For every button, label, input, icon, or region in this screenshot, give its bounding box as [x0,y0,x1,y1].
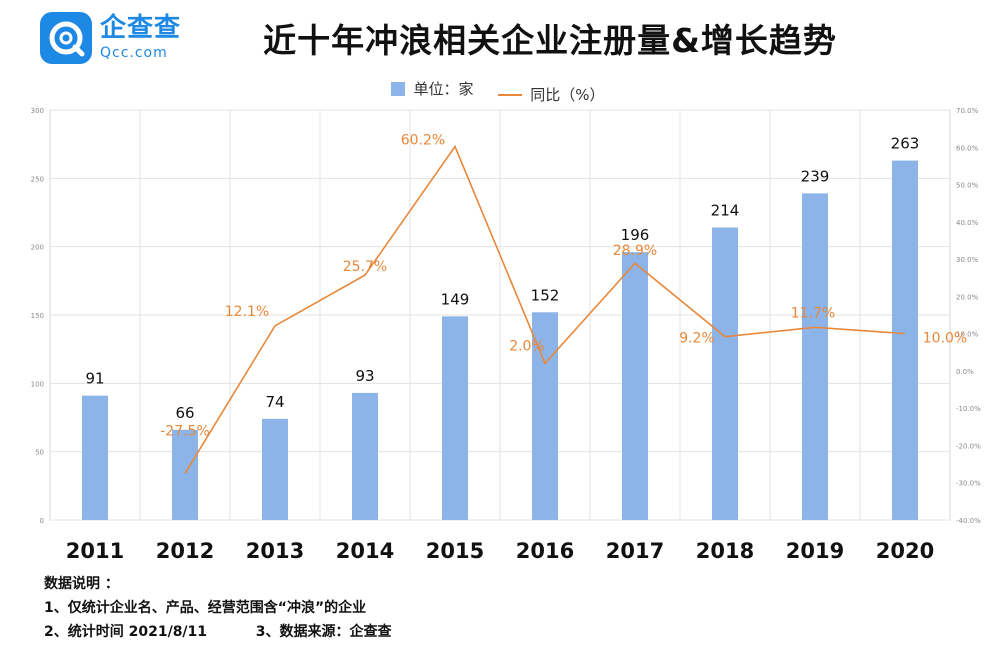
line-value-label: 9.2% [679,331,715,347]
legend-item-line: 同比（%） [498,84,605,105]
legend: 单位：家 同比（%） [0,78,996,105]
y-right-tick-label: 10.0% [956,331,979,339]
bar [172,429,198,520]
legend-item-bar: 单位：家 [391,78,473,99]
x-category-label: 2016 [516,539,574,563]
line-value-label: -27.5% [160,423,210,439]
y-right-tick-label: -40.0% [956,517,981,525]
legend-bar-swatch [391,81,406,96]
y-right-tick-label: 50.0% [956,182,979,190]
line-value-label: 11.7% [791,305,835,321]
bar [712,227,738,520]
y-left-tick-label: 0 [40,517,44,525]
line-value-label: 28.9% [613,243,657,259]
legend-bar-label: 单位：家 [413,80,474,98]
bar-value-label: 93 [355,367,374,385]
y-left-tick-label: 50 [35,449,44,457]
line-value-label: 2.0% [509,338,545,354]
y-right-tick-label: 70.0% [956,107,979,115]
y-left-tick-label: 300 [31,107,44,115]
x-category-label: 2013 [246,539,304,563]
bar [352,392,378,520]
y-right-tick-label: -10.0% [956,405,981,413]
x-category-label: 2017 [606,539,664,563]
x-category-label: 2019 [786,539,844,563]
bar-value-label: 152 [531,286,560,304]
line-value-label: 25.7% [343,259,387,275]
bar [622,252,648,520]
notes-line-1: 1、仅统计企业名、产品、经营范围含“冲浪”的企业 [44,600,367,616]
x-category-label: 2012 [156,539,214,563]
data-notes: 数据说明 ： 1、仅统计企业名、产品、经营范围含“冲浪”的企业 2、统计时间 2… [44,572,392,644]
bar-value-label: 149 [441,290,470,308]
legend-line-label: 同比（%） [530,86,605,104]
y-right-tick-label: -30.0% [956,480,981,488]
bar-value-label: 214 [711,202,740,220]
x-category-label: 2011 [66,539,124,563]
bar [442,316,468,520]
y-left-tick-label: 100 [31,380,44,388]
notes-heading: 数据说明 ： [44,576,119,592]
bar [262,418,288,520]
notes-line-2: 2、统计时间 2021/8/11 3、数据来源：企查查 [44,624,392,640]
y-right-tick-label: 0.0% [956,368,974,376]
logo-sub: Qcc.com [100,45,168,61]
y-right-tick-label: 40.0% [956,219,979,227]
logo: 企查查 Qcc.com [40,12,222,64]
bar [532,312,558,520]
legend-line-swatch [498,93,523,96]
bar [892,160,918,521]
chart-title: 近十年冲浪相关企业注册量&增长趋势 [263,21,837,60]
bar-value-label: 239 [801,167,830,185]
qcc-logo-icon [40,12,92,64]
x-category-label: 2015 [426,539,484,563]
line-value-label: 10.0% [923,331,967,347]
y-right-tick-label: 20.0% [956,293,979,301]
line-value-label: 60.2% [401,133,445,149]
yoy-line [184,144,906,474]
line-value-label: 12.1% [225,304,269,320]
y-right-tick-label: 30.0% [956,256,979,264]
y-left-tick-label: 150 [31,312,44,320]
bar [82,395,108,520]
bar-value-label: 66 [175,404,194,422]
bar [802,193,828,520]
x-category-label: 2020 [876,539,934,563]
logo-name: 企查查 [100,13,182,43]
y-left-tick-label: 250 [31,175,44,183]
bar-value-label: 74 [265,393,284,411]
y-right-tick-label: 60.0% [956,144,979,152]
bar-value-label: 196 [621,226,650,244]
bar-value-label: 263 [891,135,920,153]
x-category-label: 2018 [696,539,754,563]
y-right-tick-label: -20.0% [956,442,981,450]
combo-chart: 0 50 100 150 200 250 300 -40.0% -30.0% -20.0% -10.… [31,107,981,563]
y-left-tick-label: 200 [31,244,44,252]
bar-value-label: 91 [85,370,104,388]
x-category-label: 2014 [336,539,394,563]
